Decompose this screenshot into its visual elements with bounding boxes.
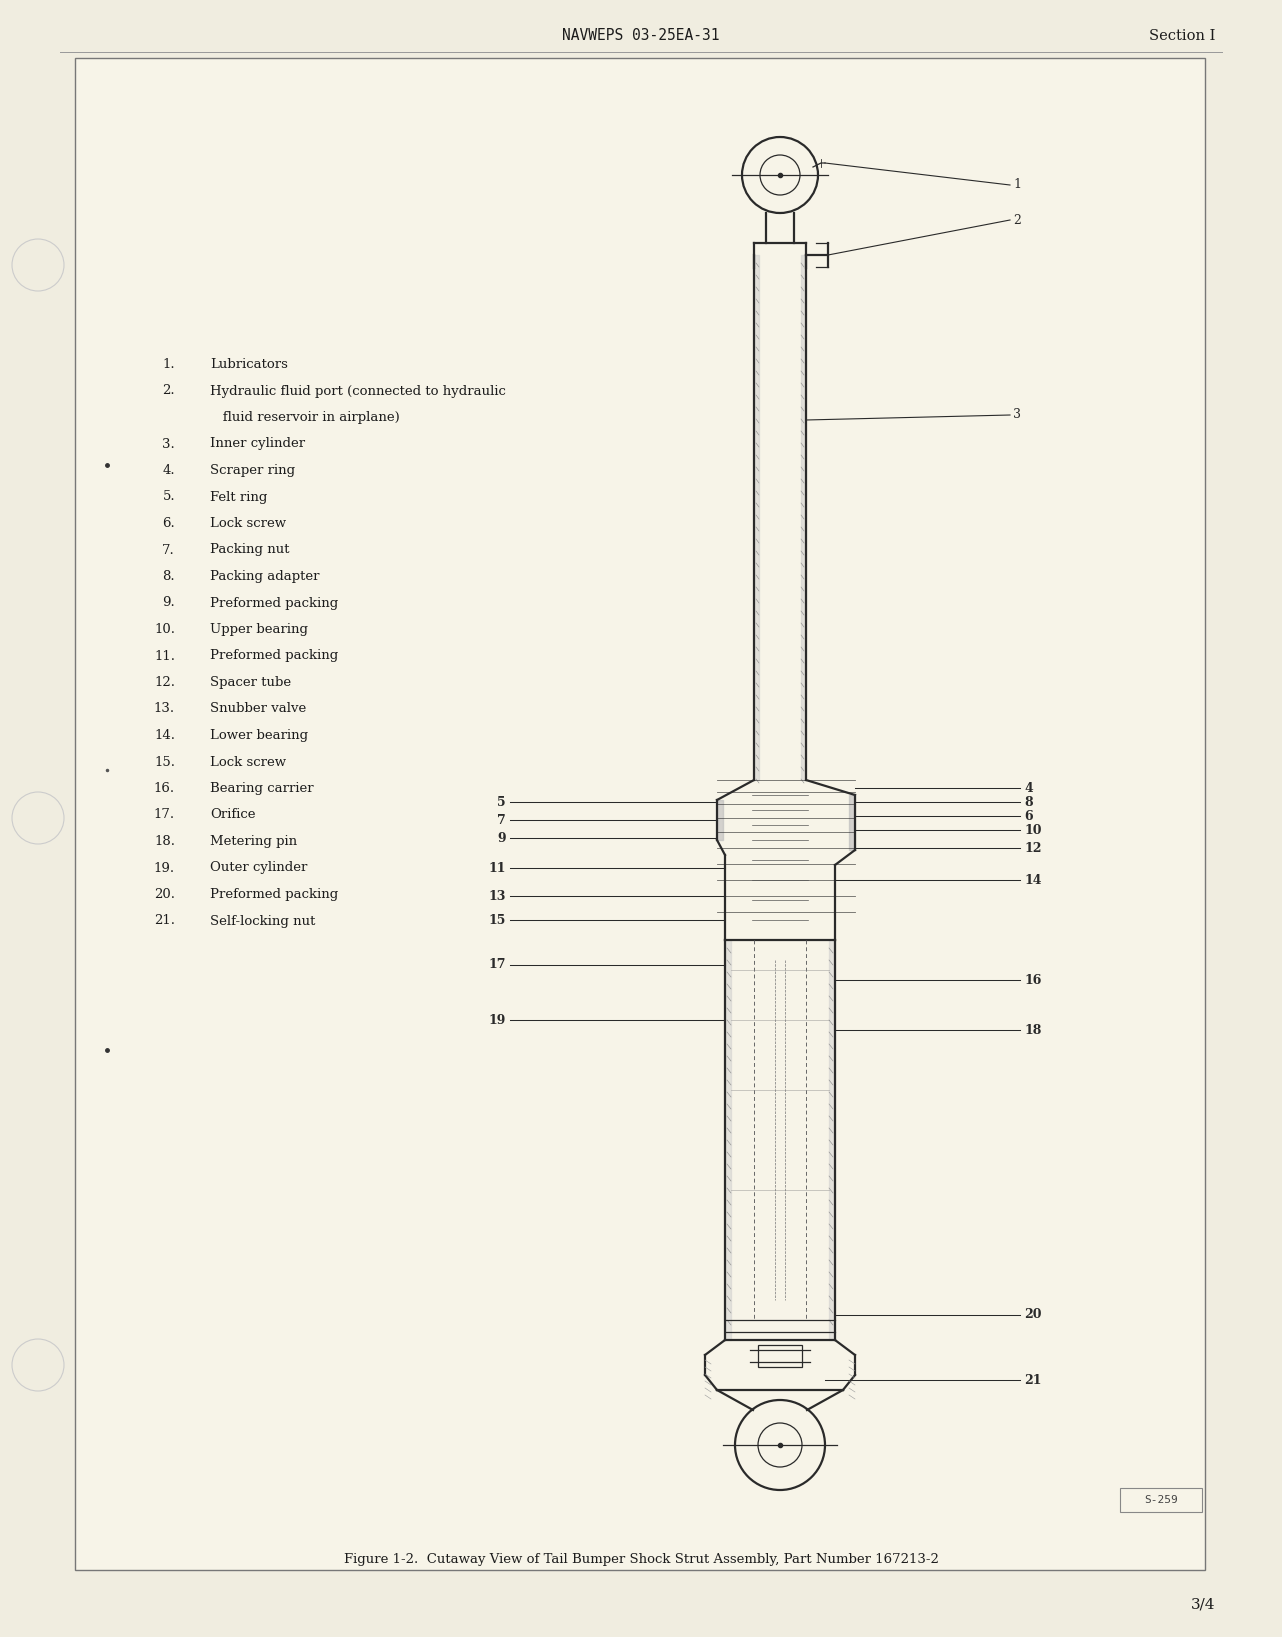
Text: 11.: 11. — [154, 650, 176, 663]
Text: Lock screw: Lock screw — [210, 756, 286, 768]
Text: 3.: 3. — [163, 437, 176, 450]
Text: 6.: 6. — [163, 517, 176, 530]
Text: 14.: 14. — [154, 728, 176, 742]
Text: 16: 16 — [1024, 974, 1041, 987]
Text: 17: 17 — [488, 959, 506, 971]
Text: Scraper ring: Scraper ring — [210, 463, 295, 476]
Text: Hydraulic fluid port (connected to hydraulic: Hydraulic fluid port (connected to hydra… — [210, 385, 506, 398]
Text: 5: 5 — [497, 796, 506, 809]
Text: Packing nut: Packing nut — [210, 543, 290, 557]
Text: 12.: 12. — [154, 676, 176, 689]
Text: Lock screw: Lock screw — [210, 517, 286, 530]
Text: 3/4: 3/4 — [1191, 1598, 1215, 1612]
Text: 10.: 10. — [154, 624, 176, 637]
Text: 20.: 20. — [154, 887, 176, 900]
Text: 4: 4 — [1024, 781, 1033, 794]
FancyBboxPatch shape — [76, 57, 1205, 1570]
Text: 7.: 7. — [163, 543, 176, 557]
Text: 9.: 9. — [163, 596, 176, 609]
Text: Preformed packing: Preformed packing — [210, 596, 338, 609]
Text: 2.: 2. — [163, 385, 176, 398]
Text: 11: 11 — [488, 861, 506, 874]
Text: 14: 14 — [1024, 874, 1041, 887]
Circle shape — [12, 792, 64, 845]
Circle shape — [12, 1339, 64, 1391]
Text: 15.: 15. — [154, 756, 176, 768]
Text: Spacer tube: Spacer tube — [210, 676, 291, 689]
Text: Packing adapter: Packing adapter — [210, 570, 319, 583]
Circle shape — [12, 239, 64, 291]
Text: Self-locking nut: Self-locking nut — [210, 915, 315, 928]
Text: Preformed packing: Preformed packing — [210, 650, 338, 663]
Text: Upper bearing: Upper bearing — [210, 624, 308, 637]
Text: 1: 1 — [1013, 178, 1020, 192]
Text: 1.: 1. — [163, 359, 176, 372]
Text: fluid reservoir in airplane): fluid reservoir in airplane) — [210, 411, 400, 424]
Text: 8.: 8. — [163, 570, 176, 583]
Text: 2: 2 — [1013, 213, 1020, 226]
Text: S-259: S-259 — [1144, 1495, 1178, 1504]
Text: Lubricators: Lubricators — [210, 359, 288, 372]
Text: 8: 8 — [1024, 796, 1032, 809]
Bar — [1120, 1488, 1203, 1513]
Text: 5.: 5. — [163, 491, 176, 504]
Text: Section I: Section I — [1149, 29, 1215, 43]
Text: 16.: 16. — [154, 782, 176, 796]
Text: Orifice: Orifice — [210, 809, 255, 822]
Text: Preformed packing: Preformed packing — [210, 887, 338, 900]
Text: 15: 15 — [488, 913, 506, 927]
Text: Snubber valve: Snubber valve — [210, 702, 306, 715]
Text: 6: 6 — [1024, 810, 1032, 822]
Text: 10: 10 — [1024, 823, 1041, 837]
Bar — [758, 1346, 803, 1367]
Text: 4.: 4. — [163, 463, 176, 476]
Text: Lower bearing: Lower bearing — [210, 728, 308, 742]
Text: 19.: 19. — [154, 861, 176, 874]
Text: 12: 12 — [1024, 841, 1041, 855]
Text: 21: 21 — [1024, 1373, 1041, 1387]
Text: Felt ring: Felt ring — [210, 491, 268, 504]
Text: 3: 3 — [1013, 409, 1020, 421]
Text: 9: 9 — [497, 832, 506, 845]
Text: NAVWEPS 03-25EA-31: NAVWEPS 03-25EA-31 — [563, 28, 719, 44]
Text: Inner cylinder: Inner cylinder — [210, 437, 305, 450]
Text: 21.: 21. — [154, 915, 176, 928]
Text: 7: 7 — [497, 814, 506, 827]
Text: 20: 20 — [1024, 1308, 1041, 1321]
Text: 19: 19 — [488, 1013, 506, 1026]
Text: 13: 13 — [488, 889, 506, 902]
Text: Outer cylinder: Outer cylinder — [210, 861, 308, 874]
Text: 18: 18 — [1024, 1023, 1041, 1036]
Text: Bearing carrier: Bearing carrier — [210, 782, 314, 796]
Text: Figure 1-2.  Cutaway View of Tail Bumper Shock Strut Assembly, Part Number 16721: Figure 1-2. Cutaway View of Tail Bumper … — [344, 1554, 938, 1567]
Text: 13.: 13. — [154, 702, 176, 715]
Text: 18.: 18. — [154, 835, 176, 848]
Text: Metering pin: Metering pin — [210, 835, 297, 848]
Text: 17.: 17. — [154, 809, 176, 822]
